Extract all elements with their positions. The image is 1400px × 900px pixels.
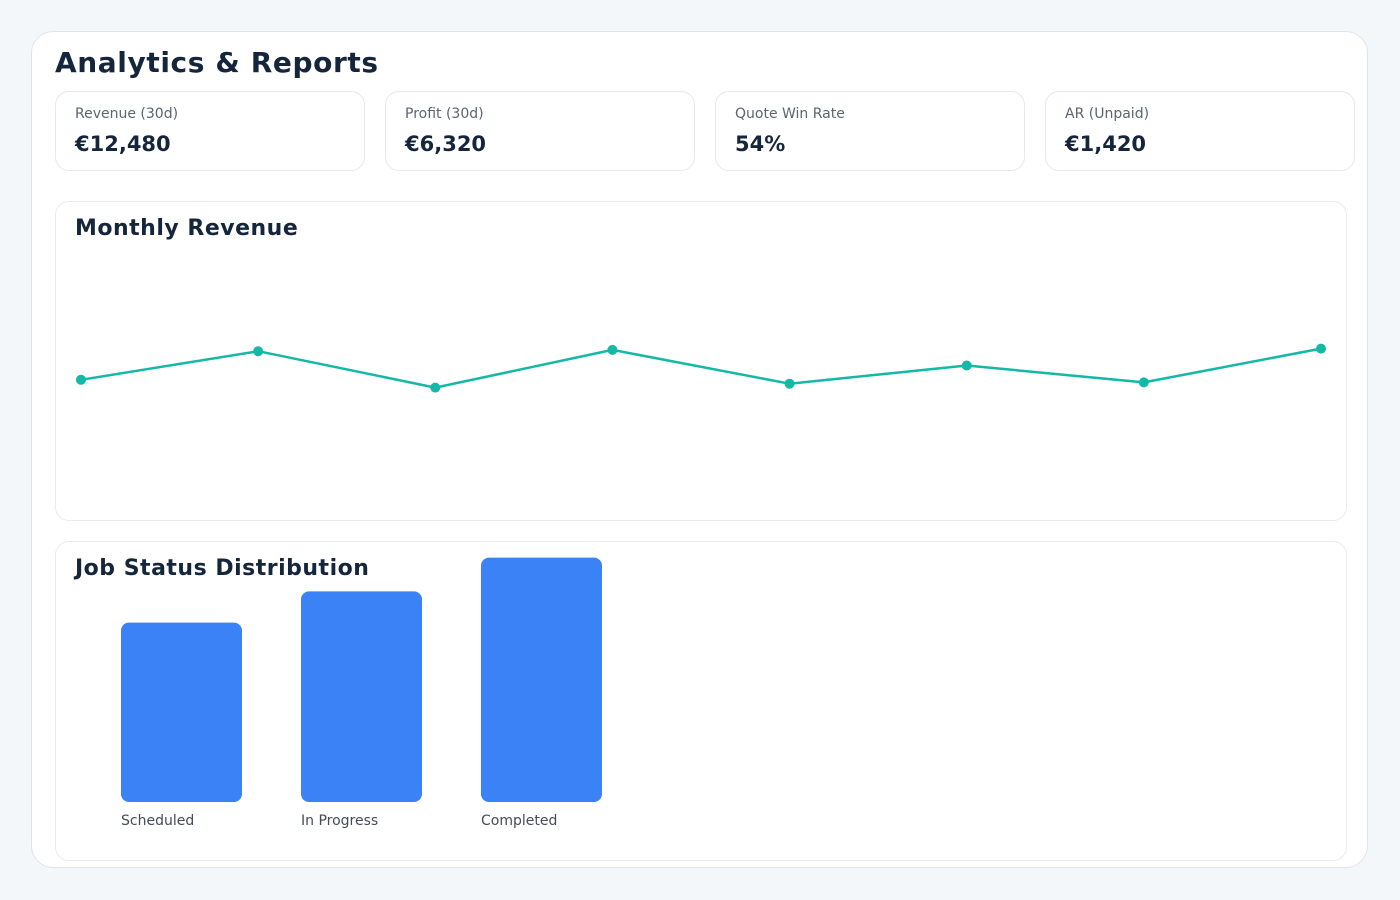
revenue-point-2 (253, 346, 264, 357)
reports-card: Analytics & Reports Revenue (30d) €12,48… (31, 31, 1368, 868)
kpi-card-profit: Profit (30d) €6,320 (385, 91, 695, 171)
chart-title: Job Status Distribution (75, 556, 370, 581)
revenue-point-7 (1138, 377, 1149, 388)
revenue-line (79, 347, 1323, 389)
page-title: Analytics & Reports (55, 46, 379, 79)
kpi-card-ar-unpaid: AR (Unpaid) €1,420 (1045, 91, 1355, 171)
revenue-point-6 (961, 360, 972, 371)
kpi-label: Quote Win Rate (735, 106, 845, 122)
revenue-point-1 (76, 374, 86, 385)
monthly-revenue-panel: Monthly Revenue (55, 201, 1347, 521)
kpi-value: €12,480 (75, 132, 171, 156)
kpi-label: Profit (30d) (405, 106, 484, 122)
revenue-point-5 (784, 378, 795, 389)
kpi-value: 54% (735, 132, 786, 156)
bar-label: Completed (481, 813, 557, 829)
kpi-value: €6,320 (405, 132, 487, 156)
kpi-value: €1,420 (1065, 132, 1147, 156)
job-status-panel: Job Status Distribution Scheduled In Prog… (55, 541, 1347, 861)
revenue-point-4 (607, 344, 618, 355)
bar-label: Scheduled (121, 813, 194, 829)
kpi-card-revenue: Revenue (30d) €12,480 (55, 91, 365, 171)
bar-label: In Progress (301, 813, 378, 829)
job-status-chart: Scheduled In Progress Completed (121, 557, 602, 829)
monthly-revenue-chart (76, 343, 1326, 393)
kpi-label: AR (Unpaid) (1065, 106, 1150, 122)
bar-in-progress (301, 591, 422, 802)
kpi-card-quote-win-rate: Quote Win Rate 54% (715, 91, 1025, 171)
bar-completed (481, 557, 602, 802)
revenue-point-3 (430, 382, 441, 393)
revenue-point-8 (1316, 343, 1326, 354)
kpi-label: Revenue (30d) (75, 106, 179, 122)
bar-scheduled (121, 622, 242, 802)
chart-title: Monthly Revenue (75, 216, 299, 241)
